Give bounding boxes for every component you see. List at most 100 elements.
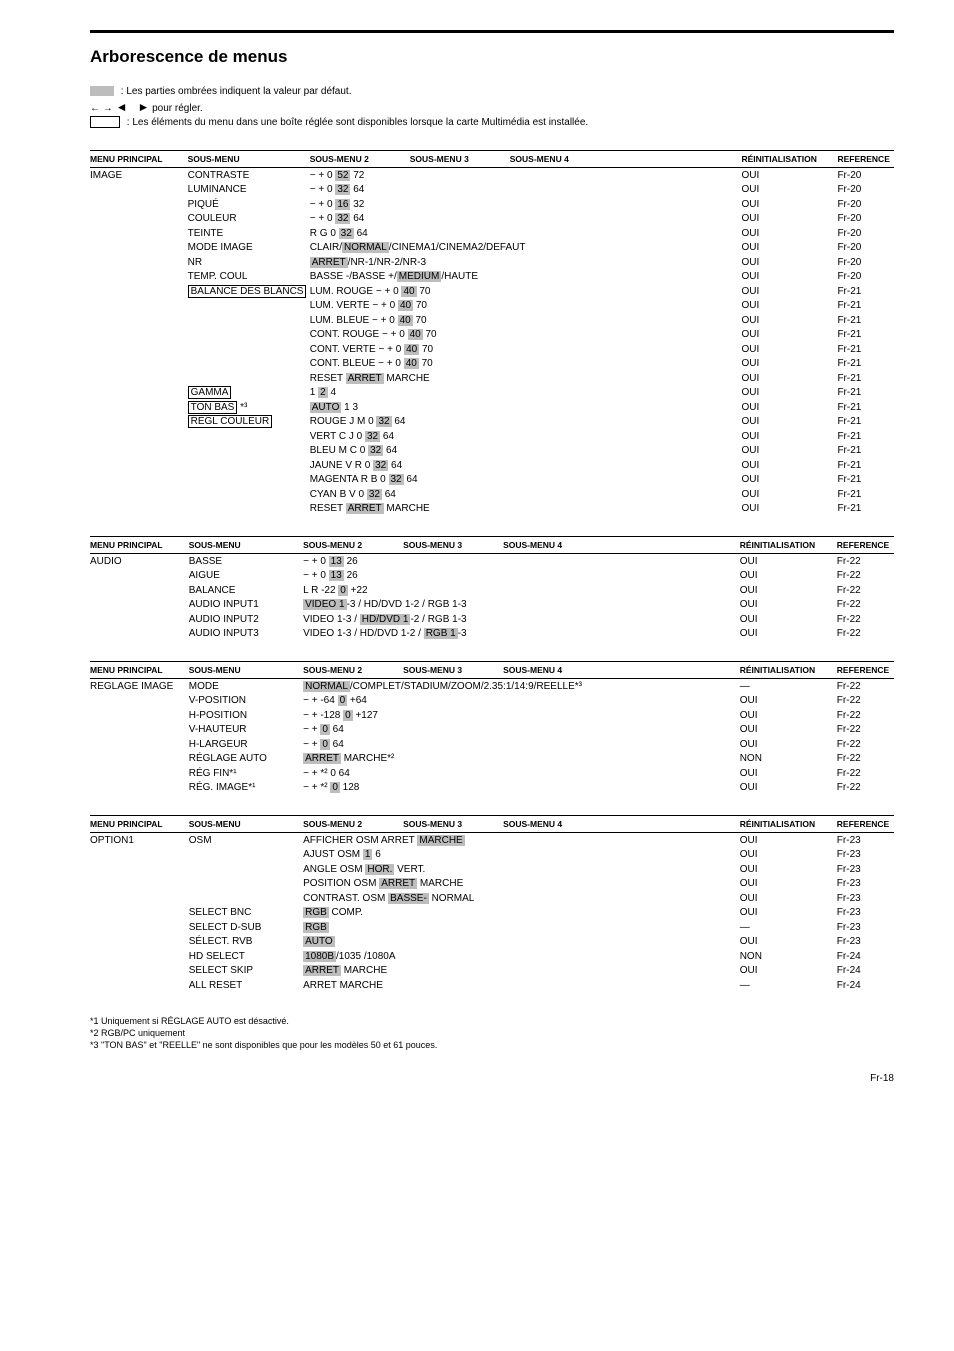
cell-ref: Fr-21 <box>837 299 894 314</box>
cell-sub <box>188 299 310 314</box>
cell-reset: OUI <box>740 708 837 723</box>
table-row: MAGENTA R B 0 32 64OUIFr-21 <box>90 473 894 488</box>
cell-main <box>90 694 189 709</box>
cell-reset: OUI <box>741 168 837 183</box>
table-row: AUDIOBASSE− + 0 13 26OUIFr-22 <box>90 554 894 569</box>
table-row: VERT C J 0 32 64OUIFr-21 <box>90 429 894 444</box>
hdr-sub: SOUS-MENU <box>188 151 310 168</box>
cell-sub: OSM <box>189 833 303 848</box>
cell-reset: OUI <box>741 487 837 502</box>
cell-main <box>90 342 188 357</box>
cell-sub: BASSE <box>189 554 303 569</box>
cell-main <box>90 226 188 241</box>
cell-ref: Fr-20 <box>837 255 894 270</box>
table-row: BALANCEL R -22 0 +22OUIFr-22 <box>90 583 894 598</box>
cell-ref: Fr-21 <box>837 429 894 444</box>
legend-shaded-text: : Les parties ombrées indiquent la valeu… <box>121 86 352 97</box>
cell-reset: OUI <box>741 458 837 473</box>
table-row: ALL RESETARRET MARCHE—Fr-24 <box>90 978 894 993</box>
cell-main <box>90 212 188 227</box>
cell-values: ARRET MARCHE <box>303 964 740 979</box>
cell-values: LUM. BLEUE − + 0 40 70 <box>310 313 742 328</box>
cell-main <box>90 313 188 328</box>
hdr-ref: REFERENCE <box>837 662 894 679</box>
cell-reset: OUI <box>741 473 837 488</box>
cell-values: ARRET/NR-1/NR-2/NR-3 <box>310 255 742 270</box>
cell-main <box>90 862 189 877</box>
table-row: H-LARGEUR− + 0 64OUIFr-22 <box>90 737 894 752</box>
cell-ref: Fr-20 <box>837 241 894 256</box>
cell-sub: V-HAUTEUR <box>189 723 303 738</box>
cell-values: ANGLE OSM HOR. VERT. <box>303 862 740 877</box>
cell-ref: Fr-21 <box>837 386 894 401</box>
cell-main <box>90 415 188 430</box>
cell-main: IMAGE <box>90 168 188 183</box>
hdr-subv: SOUS-MENU 2SOUS-MENU 3SOUS-MENU 4 <box>310 151 742 168</box>
cell-reset: OUI <box>741 386 837 401</box>
cell-main <box>90 429 188 444</box>
hdr-reset: RÉINITIALISATION <box>741 151 837 168</box>
cell-ref: Fr-21 <box>837 371 894 386</box>
cell-ref: Fr-21 <box>837 342 894 357</box>
cell-ref: Fr-22 <box>837 612 894 627</box>
table-row: ANGLE OSM HOR. VERT.OUIFr-23 <box>90 862 894 877</box>
cell-main <box>90 737 189 752</box>
page-number: Fr-18 <box>90 1073 894 1084</box>
cell-values: − + 0 32 64 <box>310 212 742 227</box>
cell-values: MAGENTA R B 0 32 64 <box>310 473 742 488</box>
cell-reset: OUI <box>740 723 837 738</box>
cell-values: RESET ARRET MARCHE <box>310 502 742 517</box>
footnote-line: *2 RGB/PC uniquement <box>90 1027 894 1039</box>
cell-values: VIDEO 1-3 / HD/DVD 1-2 / RGB 1-3 <box>303 612 740 627</box>
cell-ref: Fr-22 <box>837 694 894 709</box>
cell-reset: OUI <box>740 766 837 781</box>
table-row: AUDIO INPUT1VIDEO 1-3 / HD/DVD 1-2 / RGB… <box>90 598 894 613</box>
cell-ref: Fr-21 <box>837 444 894 459</box>
cell-main <box>90 583 189 598</box>
cell-main <box>90 284 188 299</box>
table-row: LUMINANCE− + 0 32 64OUIFr-20 <box>90 183 894 198</box>
cell-ref: Fr-22 <box>837 752 894 767</box>
cell-ref: Fr-20 <box>837 168 894 183</box>
cell-sub: AIGUE <box>189 569 303 584</box>
footnote-line: *3 "TON BAS" et "REELLE" ne sont disponi… <box>90 1039 894 1051</box>
cell-ref: Fr-23 <box>837 920 894 935</box>
cell-sub <box>188 473 310 488</box>
cell-main <box>90 569 189 584</box>
cell-ref: Fr-23 <box>837 833 894 848</box>
table-row: BLEU M C 0 32 64OUIFr-21 <box>90 444 894 459</box>
table-row: SELECT D-SUBRGB—Fr-23 <box>90 920 894 935</box>
menu-section: MENU PRINCIPALSOUS-MENUSOUS-MENU 2SOUS-M… <box>90 536 894 641</box>
cell-values: CYAN B V 0 32 64 <box>310 487 742 502</box>
cell-ref: Fr-22 <box>837 554 894 569</box>
cell-ref: Fr-21 <box>837 328 894 343</box>
hdr-reset: RÉINITIALISATION <box>740 662 837 679</box>
table-row: JAUNE V R 0 32 64OUIFr-21 <box>90 458 894 473</box>
cell-sub <box>188 371 310 386</box>
cell-main: AUDIO <box>90 554 189 569</box>
cell-values: BASSE -/BASSE +/MEDIUM/HAUTE <box>310 270 742 285</box>
table-row: POSITION OSM ARRET MARCHEOUIFr-23 <box>90 877 894 892</box>
cell-main <box>90 400 188 415</box>
table-row: SELECT BNCRGB COMP.OUIFr-23 <box>90 906 894 921</box>
cell-reset: OUI <box>741 342 837 357</box>
cell-values: CONT. VERTE − + 0 40 70 <box>310 342 742 357</box>
cell-values: LUM. ROUGE − + 0 40 70 <box>310 284 742 299</box>
cell-reset: OUI <box>740 862 837 877</box>
cell-main <box>90 708 189 723</box>
cell-values: 1080B/1035 /1080A <box>303 949 740 964</box>
cell-main <box>90 241 188 256</box>
cell-values: JAUNE V R 0 32 64 <box>310 458 742 473</box>
cell-sub: RÉG. IMAGE*¹ <box>189 781 303 796</box>
cell-reset: OUI <box>741 226 837 241</box>
cell-main <box>90 612 189 627</box>
cell-values: − + *² 0 128 <box>303 781 740 796</box>
cell-sub <box>189 862 303 877</box>
cell-values: RGB COMP. <box>303 906 740 921</box>
cell-main <box>90 487 188 502</box>
cell-main <box>90 920 189 935</box>
cell-main <box>90 891 189 906</box>
cell-ref: Fr-23 <box>837 891 894 906</box>
cell-main <box>90 949 189 964</box>
cell-sub: ALL RESET <box>189 978 303 993</box>
